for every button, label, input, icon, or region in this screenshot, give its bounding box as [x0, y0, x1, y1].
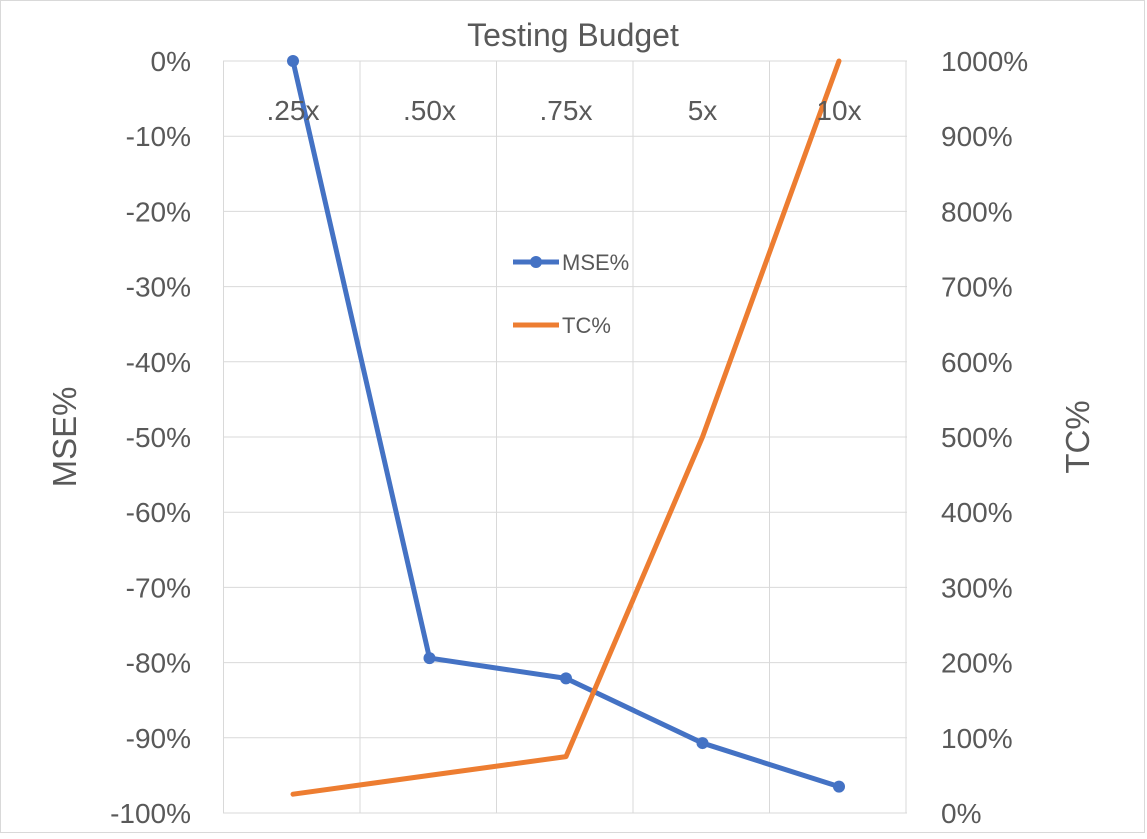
left-tick-label: -50% [126, 422, 191, 453]
right-tick-label: 900% [941, 121, 1013, 152]
category-label: 5x [688, 95, 718, 126]
left-tick-label: -70% [126, 572, 191, 603]
right-tick-label: 700% [941, 272, 1013, 303]
category-label: .25x [267, 95, 320, 126]
left-tick-label: 0% [151, 46, 191, 77]
legend-marker [530, 256, 542, 268]
right-tick-label: 500% [941, 422, 1013, 453]
labels: 0% -10% -20% -30% -40% -50% -60% -70% -80% -90% -1… [46, 17, 1096, 829]
left-tick-label: -10% [126, 121, 191, 152]
right-tick-label: 800% [941, 196, 1013, 227]
left-tick-label: -30% [126, 272, 191, 303]
data-point-mse [287, 55, 299, 67]
data-point-mse [560, 672, 572, 685]
right-axis-title: TC% [1059, 400, 1096, 473]
legend-label: TC% [562, 313, 611, 338]
left-tick-label: -90% [126, 723, 191, 754]
category-label: 10x [816, 95, 861, 126]
right-tick-label: 0% [941, 798, 981, 829]
data-point-mse [696, 737, 709, 750]
right-tick-label: 600% [941, 347, 1013, 378]
legend-label: MSE% [562, 250, 629, 275]
left-axis-title: MSE% [46, 387, 83, 488]
chart-title: Testing Budget [467, 17, 679, 53]
category-label: .75x [540, 95, 593, 126]
right-tick-label: 200% [941, 648, 1013, 679]
series-line-tc [290, 58, 842, 797]
legend: MSE% TC% [513, 250, 629, 338]
right-tick-label: 100% [941, 723, 1013, 754]
data-point-mse [423, 652, 436, 665]
right-tick-label: 300% [941, 572, 1013, 603]
gridlines [223, 60, 907, 814]
left-tick-label: -20% [126, 196, 191, 227]
right-tick-label: 400% [941, 497, 1013, 528]
left-tick-label: -60% [126, 497, 191, 528]
data-point-mse [833, 780, 845, 793]
left-tick-label: -100% [110, 798, 191, 829]
left-tick-label: -40% [126, 347, 191, 378]
right-tick-label: 1000% [941, 46, 1028, 77]
category-label: .50x [403, 95, 456, 126]
series-lines [287, 55, 845, 797]
left-tick-label: -80% [126, 648, 191, 679]
